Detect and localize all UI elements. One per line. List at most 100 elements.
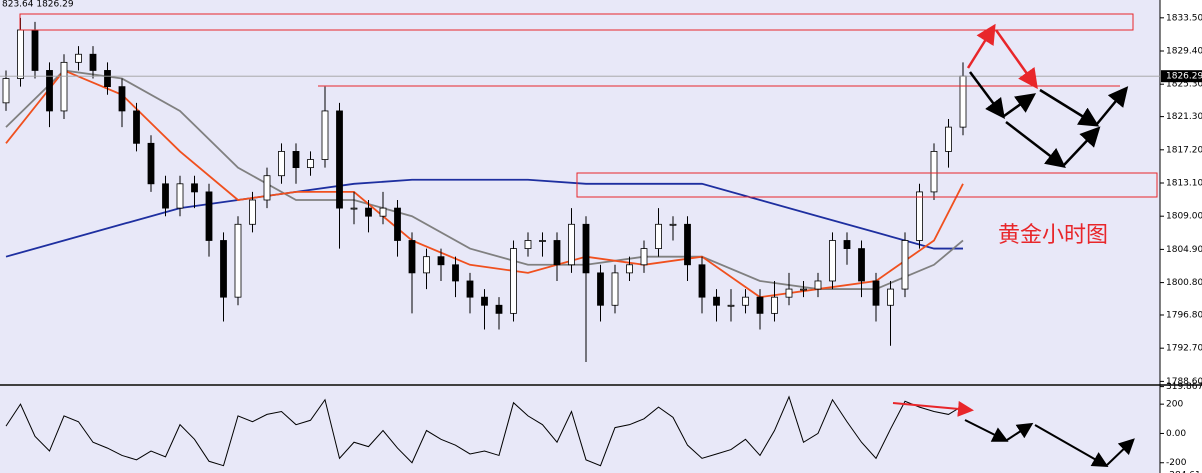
candle-body	[814, 280, 822, 290]
candle-body	[524, 240, 532, 249]
candle-body	[89, 53, 97, 71]
main-panel	[0, 0, 1160, 384]
candle-body	[553, 240, 561, 266]
candle-body	[379, 207, 387, 217]
candle-body	[234, 223, 242, 298]
candle-body	[423, 256, 430, 274]
candle-body	[278, 151, 285, 177]
candle-body	[191, 183, 198, 193]
candle-body	[785, 288, 793, 298]
arrow	[964, 419, 1009, 442]
arrow	[1039, 88, 1100, 127]
candle-body	[655, 223, 662, 249]
candle-body	[901, 240, 909, 290]
y-tick-label: 1829.40	[1166, 47, 1202, 57]
last-price-box	[1161, 70, 1202, 83]
candle-body	[684, 223, 691, 266]
candle-body	[916, 191, 923, 241]
arrow	[1006, 422, 1034, 441]
annotation: 黄金小时图	[998, 223, 1108, 248]
arrow	[1034, 424, 1109, 467]
chart-title: 823.64 1826.29	[2, 0, 74, 10]
y-tick-label: 1821.30	[1166, 112, 1202, 122]
candle-body	[176, 183, 184, 209]
candle-body	[698, 264, 706, 298]
candle-body	[162, 183, 169, 209]
candle-body	[220, 240, 227, 298]
candle-body	[843, 240, 851, 249]
resistance-zone	[19, 13, 1134, 31]
indicator-panel	[0, 386, 1160, 473]
candle-body	[263, 175, 271, 201]
candle-body	[756, 296, 764, 314]
support-zone	[576, 172, 1158, 198]
y-tick-label: 1825.30	[1166, 80, 1202, 90]
candle-body	[481, 296, 488, 306]
candle-body	[147, 142, 155, 185]
candle-body	[611, 272, 619, 306]
y-tick-label: 1817.20	[1166, 145, 1202, 155]
arrow	[892, 400, 974, 417]
candle-body	[394, 207, 401, 241]
candle-body	[800, 288, 807, 291]
arrow	[966, 23, 996, 69]
candle-body	[510, 248, 517, 314]
candle-body	[626, 264, 633, 274]
cci-line	[5, 395, 964, 467]
candle-body	[771, 296, 778, 314]
candle-body	[597, 272, 604, 306]
moving-average	[5, 178, 963, 258]
candle-body	[858, 248, 865, 282]
candle-body	[539, 240, 546, 242]
candle-body	[713, 296, 720, 306]
y-tick-label: 1792.70	[1166, 344, 1202, 354]
candle-body	[829, 240, 836, 282]
candle-body	[307, 159, 314, 169]
candle-body	[31, 29, 39, 71]
candle-body	[582, 223, 590, 274]
candle-body	[669, 223, 677, 226]
y-tick-label: -284.61	[1166, 471, 1201, 473]
candle-body	[249, 199, 256, 225]
arrow	[1106, 438, 1135, 466]
arrow	[1096, 86, 1129, 125]
candle-body	[60, 61, 68, 112]
candle-body	[46, 70, 53, 112]
candle-body	[133, 110, 140, 144]
arrow	[1063, 126, 1101, 166]
arrows	[892, 23, 1135, 467]
candle-body	[321, 110, 329, 160]
moving-average	[5, 69, 964, 290]
candle-body	[640, 248, 648, 266]
y-tick-label: 1804.90	[1166, 245, 1202, 255]
candle-body	[437, 256, 445, 266]
y-tick-label: 1833.50	[1166, 13, 1202, 23]
y-tick-label: 1788.60	[1166, 377, 1202, 387]
candle-body	[365, 207, 372, 217]
moving-average	[5, 69, 964, 299]
arrow	[1005, 121, 1066, 169]
y-tick-label: 200	[1166, 400, 1183, 410]
y-tick-label: 0.00	[1166, 429, 1186, 439]
y-tick-label: -200	[1166, 458, 1187, 468]
candle-body	[568, 223, 575, 266]
candle-body	[118, 86, 126, 112]
candle-body	[336, 110, 343, 209]
candle-body	[930, 151, 938, 193]
y-tick-label: 1796.80	[1166, 310, 1202, 320]
candle-body	[452, 264, 459, 282]
candle-body	[75, 53, 82, 63]
candle-body	[887, 288, 894, 306]
candle-body	[872, 280, 880, 306]
arrow	[1003, 93, 1037, 118]
candle-body	[495, 304, 503, 314]
candle-body	[742, 296, 749, 306]
arrow	[994, 29, 1038, 90]
y-tick-label: 1813.10	[1166, 178, 1202, 188]
candle-body	[945, 126, 952, 152]
candle-body	[466, 280, 474, 298]
candle-body	[292, 151, 300, 169]
y-tick-label: 1800.80	[1166, 278, 1202, 288]
arrow	[968, 71, 1005, 120]
